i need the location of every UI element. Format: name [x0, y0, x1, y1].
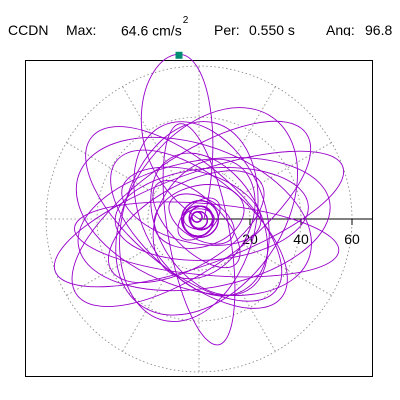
station-code: CCDN [8, 22, 49, 36]
max-value-text: 64.6 cm/s [121, 22, 182, 36]
orbit-trace [53, 53, 345, 346]
angle-value: 96.8 [365, 22, 393, 36]
peak-marker-layer [175, 51, 183, 59]
orbit-loop-12 [121, 166, 262, 246]
orbit-loop-9 [107, 170, 265, 284]
radial-tick-label-60: 60 [344, 231, 360, 247]
orbit-loop-3 [75, 136, 312, 296]
grid-spoke-300 [66, 142, 156, 194]
orbit-loop-20 [85, 126, 283, 302]
orbit-loop-7 [114, 166, 309, 261]
orbit-loop-15 [153, 184, 245, 249]
grid-spoke-240 [66, 244, 156, 296]
orbit-loop-10 [162, 123, 236, 346]
angle-label: Ang: [326, 22, 355, 36]
orbit-loop-4 [115, 107, 298, 316]
orbit-peak-lobe [140, 53, 214, 220]
max-value: 64.6 cm/s2 [121, 16, 188, 36]
max-label: Max: [66, 22, 97, 36]
orbit-loop-13 [152, 158, 256, 280]
peak-marker [175, 51, 183, 59]
orbit-loop-8 [133, 121, 270, 297]
grid-spoke-330 [122, 86, 174, 176]
max-exponent: 2 [182, 16, 189, 26]
grid-spoke-150 [224, 262, 276, 352]
orbit-loop-16 [168, 193, 235, 245]
radial-tick-label-40: 40 [293, 231, 309, 247]
period-value: 0.550 s [249, 22, 295, 36]
period-label: Per: [214, 22, 240, 36]
orbit-loop-0 [53, 150, 345, 288]
orbit-loop-14 [152, 180, 241, 269]
orbit-core-12 [188, 205, 214, 231]
grid-spoke-120 [242, 244, 332, 296]
orbit-core-9 [181, 200, 219, 238]
orbit-core-11 [189, 210, 209, 230]
orbit-loop-2 [77, 157, 331, 292]
orbit-core-13 [182, 205, 214, 237]
plot-header: CCDN Max: 64.6 cm/s2 Per: 0.550 s Ang: 9… [8, 16, 400, 36]
orbit-loop-11 [150, 152, 269, 296]
plot-frame [25, 60, 373, 377]
